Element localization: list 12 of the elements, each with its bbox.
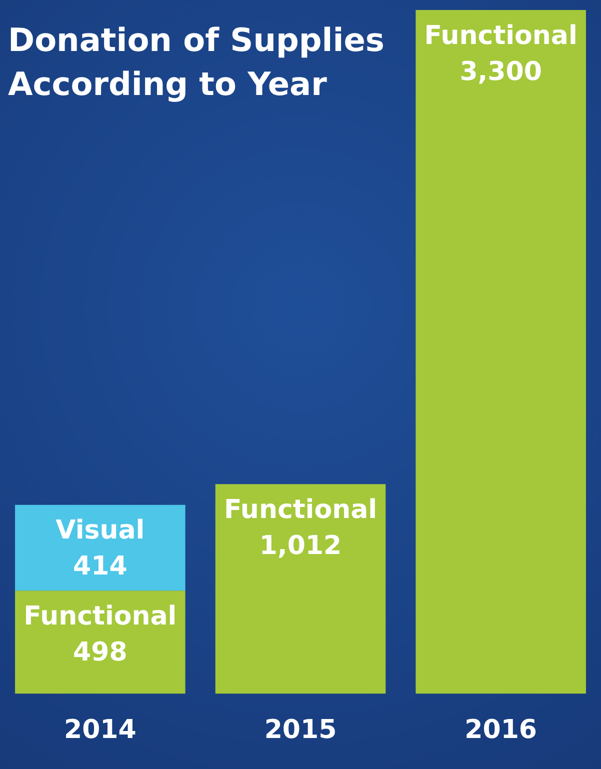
data-label: 3,300 [460,56,542,87]
text: Functional [24,601,177,632]
data-label: 498 [73,637,128,668]
x-tick-label: 2016 [464,715,538,746]
series-label: Visual [56,516,145,546]
data-label: 414 [73,552,128,582]
data-label: 1,012 [259,530,342,561]
text: Donation of Supplies According to Year [8,20,384,105]
x-tick-label: 2014 [64,715,136,746]
x-tick-label: 2015 [264,715,337,746]
series-label: Functional [224,494,378,525]
text: Functional [424,20,578,51]
